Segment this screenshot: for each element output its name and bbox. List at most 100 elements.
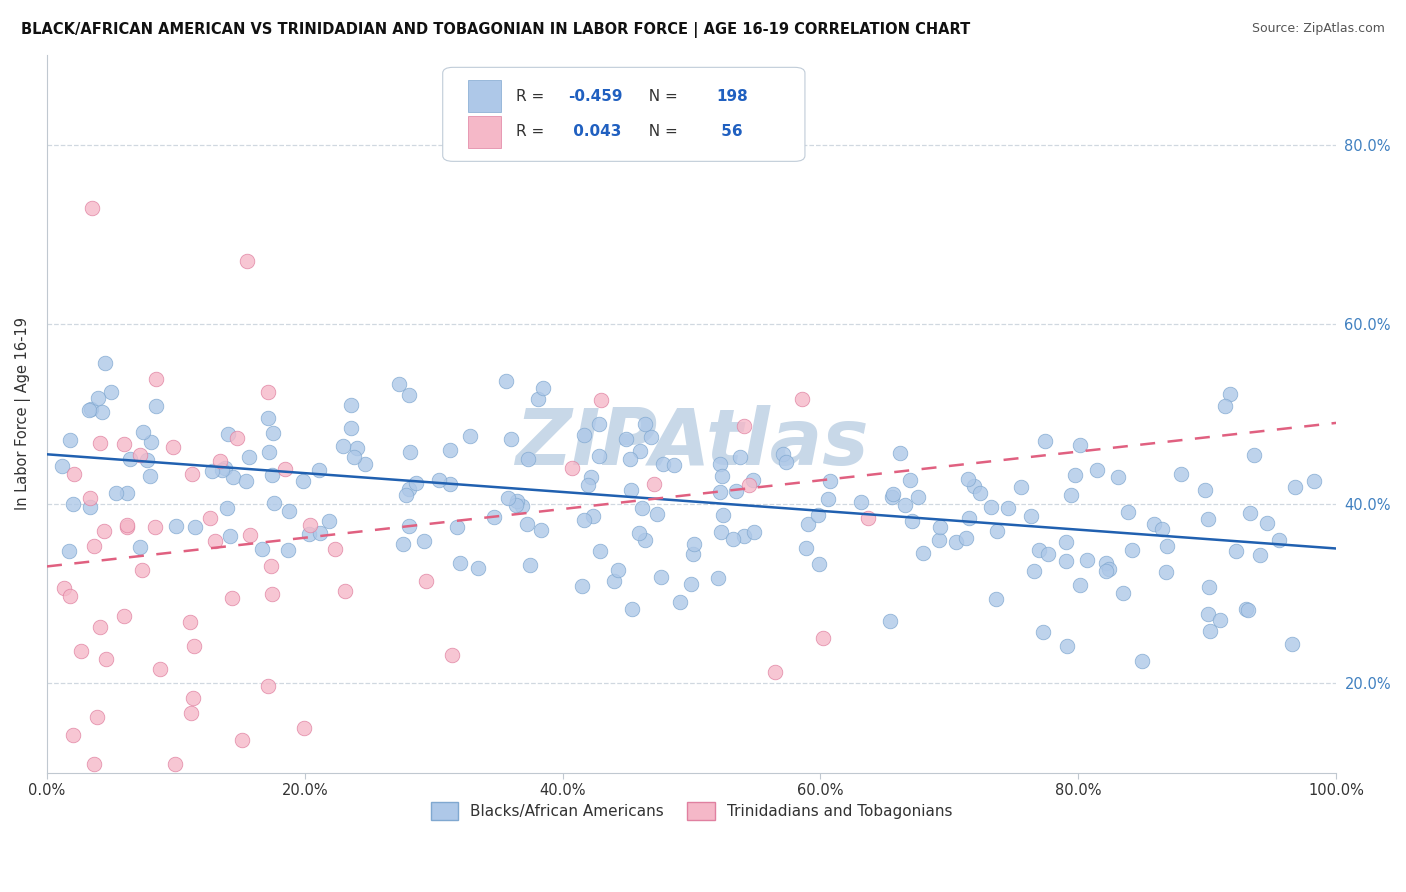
Point	[1219, 387, 1241, 401]
Point	[1095, 556, 1118, 570]
Point	[898, 473, 921, 487]
Point	[231, 732, 253, 747]
Point	[889, 446, 911, 460]
Point	[340, 398, 363, 412]
Point	[1054, 554, 1077, 568]
Point	[628, 444, 651, 458]
Point	[1234, 602, 1257, 616]
Point	[163, 756, 186, 771]
Point	[80, 401, 103, 416]
Point	[1032, 625, 1054, 640]
Point	[505, 493, 527, 508]
Point	[1010, 480, 1032, 494]
Point	[58, 544, 80, 558]
Point	[180, 467, 202, 481]
Point	[298, 527, 321, 541]
Point	[467, 561, 489, 575]
Point	[561, 461, 583, 475]
Point	[606, 563, 628, 577]
Point	[640, 430, 662, 444]
Point	[180, 706, 202, 720]
Point	[531, 382, 554, 396]
Point	[449, 557, 471, 571]
Text: 56: 56	[716, 124, 742, 139]
Point	[817, 491, 839, 506]
Point	[813, 631, 835, 645]
Point	[70, 644, 93, 658]
Point	[309, 526, 332, 541]
Point	[790, 392, 813, 406]
Point	[100, 385, 122, 400]
Point	[880, 490, 903, 504]
Point	[112, 437, 135, 451]
Point	[576, 477, 599, 491]
Point	[980, 500, 1002, 514]
Point	[571, 579, 593, 593]
Point	[634, 533, 657, 548]
Point	[984, 592, 1007, 607]
Point	[728, 450, 751, 464]
Point	[997, 501, 1019, 516]
Point	[263, 496, 285, 510]
Point	[209, 454, 232, 468]
Point	[945, 534, 967, 549]
Point	[856, 511, 879, 525]
Point	[292, 721, 315, 735]
Point	[204, 534, 226, 549]
Point	[957, 511, 980, 525]
Point	[1069, 438, 1091, 452]
Text: R =: R =	[516, 124, 550, 139]
Point	[93, 524, 115, 538]
Point	[145, 399, 167, 413]
Point	[681, 577, 703, 591]
Point	[851, 495, 873, 509]
Point	[1256, 516, 1278, 531]
Point	[217, 427, 239, 442]
Point	[589, 392, 612, 407]
Point	[794, 541, 817, 555]
Point	[741, 473, 763, 487]
Point	[1237, 603, 1260, 617]
Point	[634, 417, 657, 431]
Point	[510, 499, 533, 513]
Point	[620, 483, 643, 497]
Point	[91, 405, 114, 419]
Point	[129, 448, 152, 462]
Point	[115, 520, 138, 534]
Legend: Blacks/African Americans, Trinidadians and Tobagonians: Blacks/African Americans, Trinidadians a…	[425, 797, 959, 826]
Point	[1152, 522, 1174, 536]
Point	[308, 463, 330, 477]
Point	[62, 728, 84, 742]
Point	[579, 470, 602, 484]
Point	[273, 462, 295, 476]
Point	[620, 602, 643, 616]
Point	[582, 509, 605, 524]
Point	[879, 614, 901, 628]
Point	[1076, 552, 1098, 566]
Point	[1085, 463, 1108, 477]
Point	[263, 425, 285, 440]
Point	[707, 571, 730, 585]
Point	[1033, 434, 1056, 448]
Text: BLACK/AFRICAN AMERICAN VS TRINIDADIAN AND TOBAGONIAN IN LABOR FORCE | AGE 16-19 : BLACK/AFRICAN AMERICAN VS TRINIDADIAN AN…	[21, 22, 970, 38]
Point	[149, 662, 172, 676]
Text: -0.459: -0.459	[568, 88, 623, 103]
Point	[682, 547, 704, 561]
Point	[83, 540, 105, 554]
Point	[1194, 483, 1216, 497]
Point	[346, 441, 368, 455]
Point	[183, 639, 205, 653]
Point	[742, 524, 765, 539]
Point	[1281, 637, 1303, 651]
Point	[894, 498, 917, 512]
Point	[239, 528, 262, 542]
Point	[619, 452, 641, 467]
Point	[1028, 542, 1050, 557]
Point	[738, 478, 761, 492]
Point	[143, 520, 166, 534]
Point	[1243, 448, 1265, 462]
Point	[332, 439, 354, 453]
Point	[446, 519, 468, 533]
Point	[907, 490, 929, 504]
Point	[398, 388, 420, 402]
